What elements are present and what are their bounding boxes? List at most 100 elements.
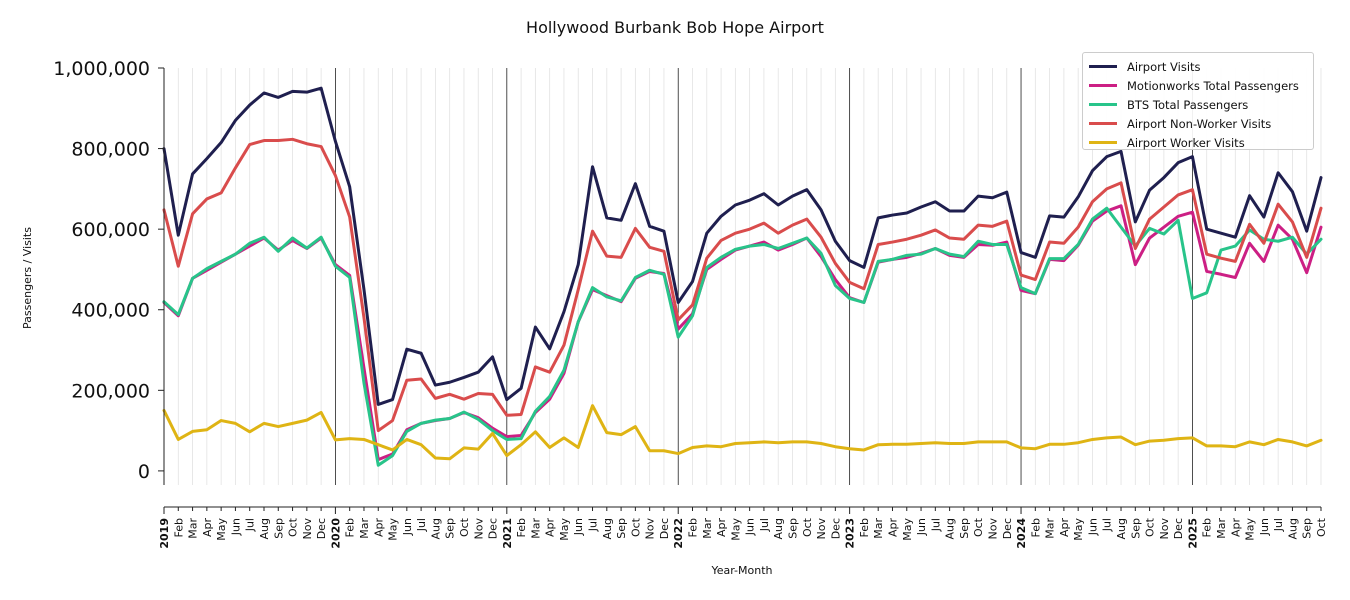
legend-label: Motionworks Total Passengers [1127,78,1299,93]
x-tick-label-month: Jun [572,518,585,536]
x-tick-label-month: Sep [958,518,971,539]
x-tick-label-month: Dec [315,518,328,539]
series-line-airport-visits [162,86,1323,406]
x-tick-label-month: Feb [1201,518,1214,537]
x-tick-label-month: Jul [1101,518,1114,532]
x-tick-label-month: Jun [401,518,414,536]
x-tick-label-month: Dec [1172,518,1185,539]
x-tick-label-month: Feb [858,518,871,537]
x-tick-label-month: Apr [1229,518,1242,538]
x-tick-label-month: Aug [258,518,271,539]
series-line-airport-non-worker-visits [162,137,1323,433]
x-tick-label-month: Feb [1029,518,1042,537]
x-tick-label-month: Aug [944,518,957,539]
x-tick-label-month: Jul [758,518,771,532]
x-tick-label-year: 2022 [672,518,685,549]
legend-swatch [1089,84,1117,87]
x-tick-label-month: Dec [1001,518,1014,539]
x-tick-label-month: Jul [587,518,600,532]
x-tick-label-month: Feb [172,518,185,537]
legend-swatch [1089,122,1117,125]
x-tick-label-month: Nov [301,518,314,540]
legend-label: Airport Worker Visits [1127,135,1245,150]
x-tick-label-month: Jun [744,518,757,536]
x-tick-label-month: Oct [801,517,814,537]
x-tick-label-month: Aug [429,518,442,539]
x-tick-label-month: Oct [972,517,985,537]
y-tick-label: 400,000 [71,300,150,322]
x-tick-label-month: Aug [1286,518,1299,539]
x-tick-label-month: Aug [772,518,785,539]
x-tick-label-month: May [901,518,914,541]
x-tick-label-year: 2019 [158,518,171,549]
x-tick-label-month: May [558,518,571,541]
x-tick-label-month: May [1244,518,1257,541]
x-tick-label-month: Oct [629,517,642,537]
x-tick-label-month: Jul [929,518,942,532]
x-tick-label-month: Mar [358,518,371,539]
legend-item: Airport Visits [1089,57,1307,76]
x-tick-label-month: Mar [187,518,200,539]
x-tick-label-month: Sep [786,518,799,539]
legend-swatch [1089,141,1117,144]
x-tick-label-month: Jul [244,518,257,532]
y-axis-label: Passengers / Visits [21,227,34,329]
x-tick-label-year: 2023 [844,518,857,549]
legend-swatch [1089,103,1117,106]
x-axis-label: Year-Month [710,564,772,577]
x-tick-label-month: Jul [415,518,428,532]
x-tick-label-month: Nov [1158,518,1171,540]
x-tick-label-year: 2020 [329,518,342,549]
x-tick-label-month: May [387,518,400,541]
y-tick-label: 800,000 [71,139,150,161]
axes: 0 200,000 400,000 600,000 800,000 1,000,000 20… [53,58,1328,549]
legend-item: Airport Non-Worker Visits [1089,114,1307,133]
x-tick-label-year: 2025 [1186,518,1199,549]
x-tick-label-month: Sep [615,518,628,539]
y-tick-label: 600,000 [71,219,150,241]
x-tick-label-month: Mar [1044,518,1057,539]
x-tick-label-month: Sep [444,518,457,539]
x-tick-label-month: May [729,518,742,541]
x-tick-label-month: Jun [1086,518,1099,536]
x-tick-label-month: Mar [701,518,714,539]
y-tick-label: 1,000,000 [53,58,150,80]
legend-label: BTS Total Passengers [1127,97,1249,112]
x-tick-label-month: Jun [229,518,242,536]
x-tick-label-month: Apr [544,518,557,538]
x-tick-label-month: Apr [372,518,385,538]
x-tick-label-month: Apr [715,518,728,538]
x-tick-label-month: Sep [272,518,285,539]
x-tick-label-month: Sep [1301,518,1314,539]
legend-item: Motionworks Total Passengers [1089,76,1307,95]
x-tick-label-month: Mar [529,518,542,539]
series-line-bts-total-passengers [162,206,1323,467]
x-tick-label-month: Apr [201,518,214,538]
x-tick-label-month: Sep [1129,518,1142,539]
x-tick-label-month: Oct [458,517,471,537]
x-tick-label-month: Nov [815,518,828,540]
chart-title: Hollywood Burbank Bob Hope Airport [526,18,824,37]
x-tick-label-month: Nov [472,518,485,540]
legend-label: Airport Non-Worker Visits [1127,116,1272,131]
series-lines [162,86,1323,467]
x-tick-label-year: 2021 [501,518,514,549]
legend-item: BTS Total Passengers [1089,95,1307,114]
x-tick-label-month: Apr [886,518,899,538]
x-tick-label-month: Nov [644,518,657,540]
legend: Airport Visits Motionworks Total Passenge… [1082,52,1314,150]
grid [163,68,1322,485]
x-tick-label-month: Jun [1258,518,1271,536]
x-tick-label-month: Dec [829,518,842,539]
series-line-motionworks-total-passengers [162,204,1323,462]
x-tick-label-month: Jul [1272,518,1285,532]
x-tick-label-month: Jun [915,518,928,536]
x-tick-label-month: Feb [515,518,528,537]
legend-label: Airport Visits [1127,59,1201,74]
x-tick-label-month: Feb [344,518,357,537]
x-tick-label-month: Nov [986,518,999,540]
x-tick-label-year: 2024 [1015,518,1028,549]
y-tick-label: 200,000 [71,380,150,402]
series-line-airport-worker-visits [162,404,1323,461]
